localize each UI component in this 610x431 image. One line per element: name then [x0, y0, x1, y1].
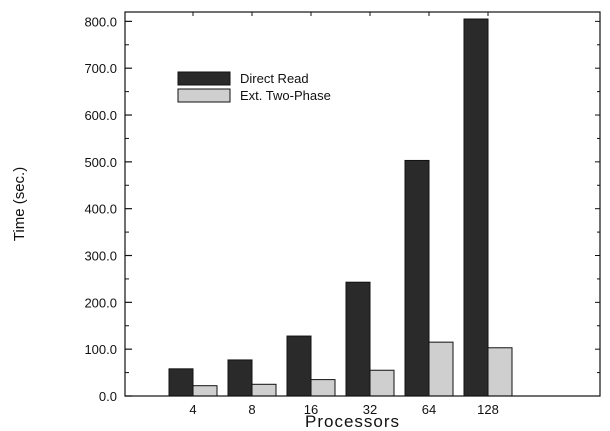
bar-direct-read-64	[404, 159, 430, 397]
legend-swatch-ext-two-phase	[177, 88, 231, 103]
bar-direct-read-4	[168, 368, 194, 397]
y-tick-label: 600.0	[84, 108, 117, 123]
bar-ext-two-phase-64	[428, 341, 454, 397]
y-tick-label: 400.0	[84, 202, 117, 217]
bar-ext-two-phase-4	[192, 385, 218, 397]
bar-direct-read-128	[463, 18, 489, 397]
bar-ext-two-phase-32	[369, 369, 395, 397]
y-tick-label: 0.0	[99, 389, 117, 404]
x-tick-label: 16	[304, 402, 318, 417]
bar-direct-read-32	[345, 281, 371, 397]
y-tick-label: 800.0	[84, 14, 117, 29]
legend: Direct Read Ext. Two-Phase	[177, 71, 331, 103]
legend-label-ext-two-phase: Ext. Two-Phase	[240, 88, 331, 103]
y-tick-label: 200.0	[84, 295, 117, 310]
x-tick-label: 64	[422, 402, 436, 417]
y-axis-title: Time (sec.)	[11, 167, 28, 241]
bars	[168, 18, 513, 397]
bar-ext-two-phase-16	[310, 379, 336, 397]
x-tick-label: 32	[363, 402, 377, 417]
y-tick-label: 300.0	[84, 249, 117, 264]
y-tick-label: 700.0	[84, 61, 117, 76]
x-tick-label: 8	[248, 402, 255, 417]
y-tick-label: 500.0	[84, 155, 117, 170]
x-tick-label: 4	[189, 402, 196, 417]
bar-ext-two-phase-128	[487, 347, 513, 397]
bar-direct-read-16	[286, 335, 312, 397]
plot-frame	[124, 11, 601, 397]
bar-direct-read-8	[227, 359, 253, 397]
bar-ext-two-phase-8	[251, 383, 277, 397]
legend-swatch-direct-read	[177, 71, 231, 86]
legend-label-direct-read: Direct Read	[240, 71, 309, 86]
x-tick-label: 128	[477, 402, 499, 417]
x-axis-title: Processors	[305, 412, 400, 431]
y-tick-label: 100.0	[84, 342, 117, 357]
y-axis: 0.0 100.0 200.0 300.0 400.0 500.0 600.0 700.0 80…	[84, 14, 600, 404]
